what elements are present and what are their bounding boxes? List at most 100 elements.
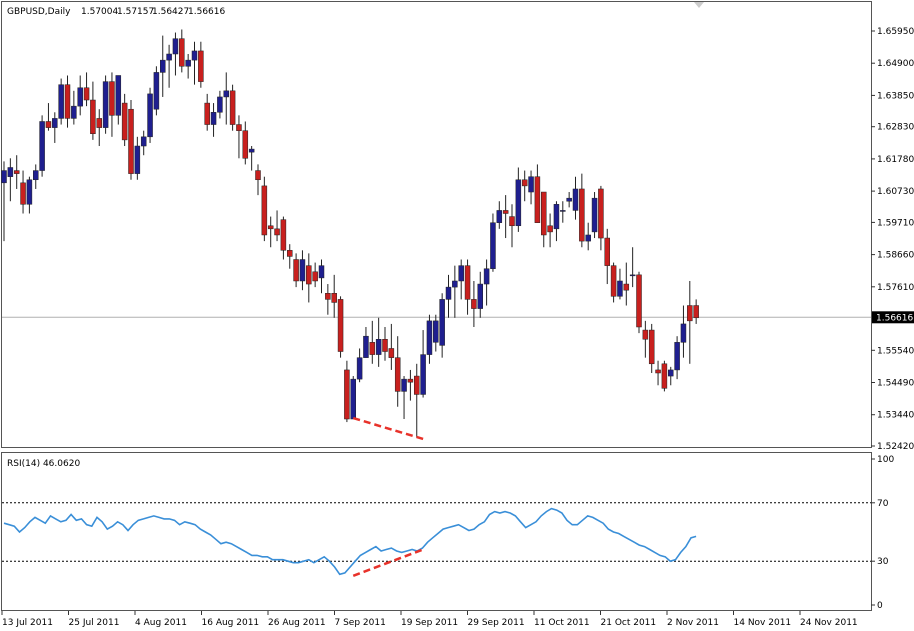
candle-body: [13, 170, 20, 174]
candle-body: [610, 265, 617, 297]
current-price-line: 1.56616: [2, 311, 914, 324]
candle-body: [617, 280, 623, 297]
candle-body: [274, 228, 280, 236]
candle-body: [560, 210, 566, 212]
candle-body: [7, 167, 14, 177]
candle-body: [553, 204, 560, 230]
price-tick-label: 1.54490: [877, 379, 914, 389]
symbol-label: GBPUSD,Daily: [7, 7, 71, 17]
candle-body: [90, 99, 96, 135]
candle-body: [179, 38, 185, 67]
price-tick-label: 1.53440: [877, 411, 914, 421]
price-tick-label: 1.58660: [877, 251, 914, 261]
rsi-line: [3, 507, 697, 576]
candle-body: [337, 299, 344, 352]
price-axis: 1.65950 1.64900 1.63850 1.62830 1.61780 1.607…: [871, 27, 914, 452]
candle-body: [356, 357, 363, 380]
candle-body: [287, 250, 293, 257]
price-tick-label: 1.60730: [877, 187, 914, 197]
candle-body: [407, 378, 414, 383]
candlestick-series: [1, 29, 699, 438]
candle-body: [458, 265, 464, 282]
candle-body: [674, 342, 680, 371]
candle-body: [420, 354, 426, 395]
candle-body: [496, 210, 503, 223]
price-tick-label: 1.65950: [877, 27, 914, 37]
candle-body: [306, 265, 312, 285]
candle-body: [64, 84, 71, 119]
candle-body: [102, 81, 109, 128]
candle-body: [490, 222, 496, 269]
candle-body: [394, 357, 401, 392]
rsi-tick-label: 100: [877, 455, 894, 465]
candle-body: [528, 176, 534, 193]
price-tick-label: 1.64900: [877, 59, 914, 69]
candle-body: [185, 59, 191, 67]
candle-body: [160, 59, 166, 73]
candle-body: [591, 197, 598, 233]
candle-body: [325, 293, 331, 300]
current-price-label: 1.56616: [876, 313, 913, 323]
price-pane-frame: [1, 1, 872, 448]
candle-body: [350, 378, 356, 420]
candle-body: [172, 38, 179, 55]
candle-body: [1, 170, 7, 184]
ohlc-close: 1.56616: [188, 7, 225, 17]
candle-body: [20, 182, 26, 205]
candle-body: [331, 293, 337, 303]
candle-body: [668, 369, 674, 377]
candle-body: [166, 53, 172, 61]
candle-body: [344, 369, 350, 420]
candle-body: [248, 148, 255, 153]
candle-body: [33, 170, 39, 181]
candle-body: [267, 225, 274, 230]
date-tick-label: 21 Oct 2011: [601, 618, 657, 628]
candle-body: [521, 179, 528, 187]
rsi-tick-label: 0: [877, 601, 883, 611]
candle-body: [115, 75, 122, 116]
date-tick-label: 25 Jul 2011: [69, 618, 120, 628]
candle-body: [204, 102, 210, 125]
candle-body: [299, 259, 306, 282]
price-tick-label: 1.62830: [877, 123, 914, 133]
candle-body: [83, 87, 90, 101]
candle-body: [45, 121, 52, 128]
date-tick-label: 26 Aug 2011: [268, 618, 326, 628]
date-tick-label: 14 Nov 2011: [734, 618, 792, 628]
current-price-box: [872, 311, 914, 324]
chart-shift-marker-icon[interactable]: [694, 2, 704, 8]
price-tick-label: 1.55540: [877, 346, 914, 356]
candle-body: [26, 179, 33, 205]
candle-body: [236, 124, 242, 131]
candle-body: [261, 185, 268, 236]
candle-body: [382, 339, 388, 352]
price-divergence-line: [352, 416, 424, 441]
candle-body: [369, 342, 376, 355]
candle-body: [198, 50, 204, 82]
candle-body: [445, 286, 452, 300]
candle-body: [414, 375, 420, 395]
date-tick-label: 4 Aug 2011: [135, 618, 187, 628]
candle-body: [452, 280, 458, 288]
price-tick-label: 1.63850: [877, 91, 914, 101]
candle-body: [229, 90, 236, 125]
candle-body: [655, 369, 661, 374]
candle-body: [464, 265, 471, 300]
candle-body: [223, 90, 229, 98]
candle-body: [541, 191, 547, 236]
candle-body: [566, 197, 572, 202]
candle-body: [191, 50, 198, 61]
candle-body: [363, 335, 369, 358]
candle-body: [483, 268, 490, 285]
price-tick-label: 1.61780: [877, 155, 914, 165]
candle-body: [318, 265, 325, 279]
candle-body: [109, 81, 115, 116]
rsi-tick-label: 70: [877, 499, 889, 509]
candle-body: [134, 145, 141, 174]
candle-body: [52, 118, 58, 128]
date-tick-label: 16 Aug 2011: [202, 618, 260, 628]
candle-body: [515, 179, 522, 227]
date-tick-label: 24 Nov 2011: [800, 618, 858, 628]
date-tick-label: 7 Sep 2011: [335, 618, 386, 628]
